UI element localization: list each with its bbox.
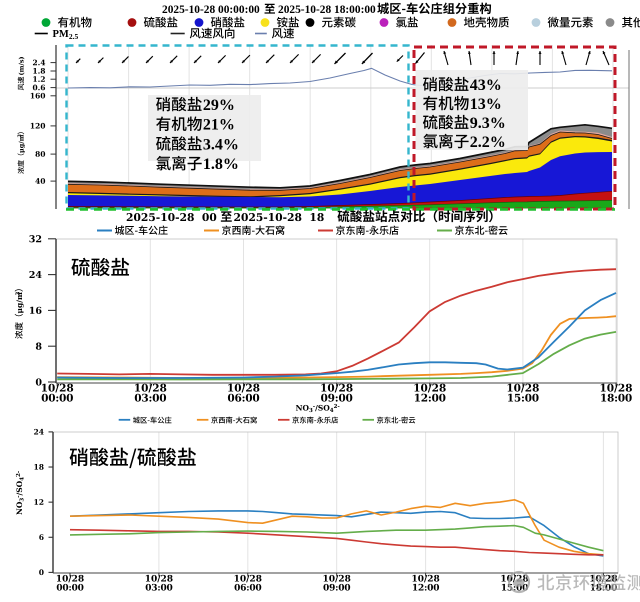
svg-text:13%: 13%: [470, 96, 502, 113]
svg-text:PM2.5: PM2.5: [53, 29, 79, 41]
svg-text:1.8%: 1.8%: [203, 156, 239, 173]
svg-text:3.4%: 3.4%: [203, 136, 239, 153]
svg-text:2.2%: 2.2%: [470, 134, 506, 151]
svg-text:2025-10-28 18:00:00: 2025-10-28 18:00:00: [278, 4, 376, 16]
svg-text:9.3%: 9.3%: [470, 115, 506, 132]
svg-text:2025-10-28 00:00:00: 2025-10-28 00:00:00: [162, 4, 260, 16]
svg-text:21%: 21%: [203, 117, 235, 134]
svg-text:43%: 43%: [470, 77, 502, 94]
svg-text:29%: 29%: [203, 97, 235, 114]
